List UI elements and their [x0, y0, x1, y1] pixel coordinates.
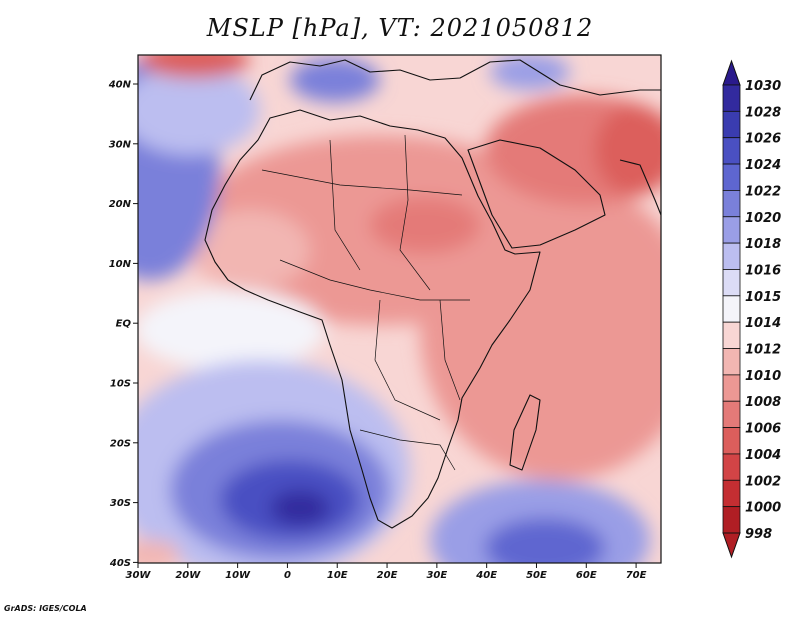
colorbar-label: 1008 [745, 395, 781, 410]
border-southern [359, 429, 456, 471]
colorbar-label: 1004 [745, 448, 781, 463]
lon-tick-label: 10W [225, 570, 251, 581]
colorbar-swatch [722, 269, 741, 297]
colorbar-label: 1006 [745, 422, 781, 437]
lat-tick-label: 40N [108, 80, 132, 91]
colorbar-label: 1022 [745, 184, 781, 199]
colorbar-swatch [722, 453, 741, 481]
colorbar-swatch [722, 295, 741, 323]
colorbar-label: 1015 [745, 290, 781, 305]
lat-tick-label: 30N [109, 139, 132, 150]
colorbar-label: 1010 [745, 369, 781, 384]
coast-arabia [467, 139, 606, 249]
lon-tick-label: 40E [475, 570, 497, 581]
colorbar-label: 1018 [745, 237, 781, 252]
colorbar-swatch [722, 163, 741, 191]
colorbar-swatch [722, 190, 741, 218]
colorbar-swatch [722, 348, 741, 376]
lon-tick-label: 20E [377, 570, 398, 581]
plot-frame [137, 54, 662, 564]
grads-credit: GrADS: IGES/COLA [4, 604, 87, 613]
lon-tick-label: 60E [576, 570, 597, 581]
colorbar-swatch [722, 506, 741, 534]
lon-tick-label: 30E [426, 570, 447, 581]
colorbar-swatch [722, 216, 741, 244]
colorbar: 1030 1028 1026 1024 1022 1020 1018 1016 1015 1014… [722, 59, 781, 559]
coast-africa [204, 109, 541, 529]
colorbar-swatch [722, 479, 741, 508]
coast-india [619, 159, 661, 216]
border-algeria-mali [329, 139, 361, 271]
latitude-axis: 40N 30N 20N 10N EQ 10S 20S 30S 40S [108, 80, 138, 569]
coast-europe [249, 59, 661, 101]
colorbar-swatch [722, 321, 741, 349]
colorbar-label: 1000 [745, 501, 781, 516]
field-pakistan-low [595, 105, 661, 195]
lon-tick-label: 70E [626, 570, 647, 581]
colorbar-label: 1026 [745, 132, 781, 147]
field-sa-high-core [270, 490, 330, 526]
field-si-high-inner [485, 518, 605, 563]
colorbar-label: 1014 [745, 316, 781, 331]
field-med-high [290, 58, 380, 102]
lat-tick-label: EQ [116, 319, 132, 330]
colorbar-label: 1028 [745, 105, 781, 120]
colorbar-swatch [722, 374, 741, 402]
field-indian-ocean-low [420, 180, 661, 480]
lon-tick-label: 30W [126, 570, 152, 581]
field-black-sea-high [490, 55, 570, 90]
border-congo [374, 299, 441, 421]
lat-tick-label: 10N [109, 259, 132, 270]
border-sahel [279, 259, 470, 301]
colorbar-label: 998 [745, 527, 772, 542]
lat-tick-label: 40S [109, 558, 131, 569]
border-sahara [261, 169, 463, 196]
lat-tick-label: 30S [110, 498, 131, 509]
field-guinea-gulf [138, 290, 325, 370]
colorbar-label: 1012 [745, 343, 781, 358]
pressure-field [138, 55, 661, 563]
border-rift [439, 299, 461, 401]
lat-tick-label: 20S [110, 438, 131, 449]
colorbar-swatch [722, 427, 741, 455]
lat-tick-label: 10S [110, 379, 131, 390]
lon-tick-label: 20W [175, 570, 201, 581]
colorbar-swatch [722, 137, 741, 165]
colorbar-swatch [722, 242, 741, 270]
colorbar-top-arrow [722, 59, 741, 86]
colorbar-label: 1024 [745, 158, 781, 173]
colorbar-swatch [722, 84, 741, 112]
field-sw-corner [138, 540, 180, 563]
colorbar-label: 1002 [745, 474, 781, 489]
border-libya-chad [399, 134, 431, 291]
lon-tick-label: 0 [284, 570, 291, 581]
field-iberia-low [140, 55, 250, 78]
lat-tick-label: 20N [109, 199, 132, 210]
field-chad-low [370, 197, 480, 253]
field-azores-ridge [138, 65, 260, 155]
colorbar-label: 1030 [745, 79, 781, 94]
longitude-axis: 30W 20W 10W 0 10E 20E 30E 40E 50E 60E 70E [126, 563, 647, 581]
coast-madagascar [509, 394, 541, 471]
country-borders [261, 134, 470, 471]
colorbar-swatch [722, 400, 741, 428]
colorbar-swatch [722, 110, 741, 139]
lon-tick-label: 50E [526, 570, 547, 581]
lon-tick-label: 10E [327, 570, 348, 581]
colorbar-label: 1020 [745, 211, 781, 226]
colorbar-bottom-arrow [722, 532, 741, 559]
coastlines [204, 59, 661, 529]
map-title: MSLP [hPa], VT: 2021050812 [206, 14, 594, 42]
field-west-africa [190, 210, 310, 290]
colorbar-label: 1016 [745, 263, 781, 278]
